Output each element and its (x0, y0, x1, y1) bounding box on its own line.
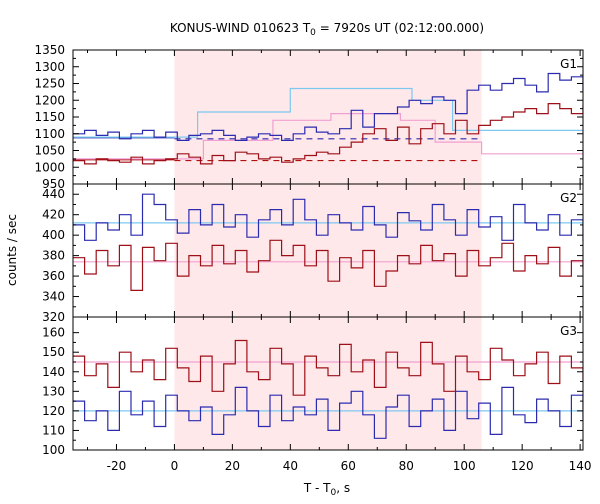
x-axis-label: T - T0, s (303, 481, 350, 498)
y-tick-label: 1250 (34, 77, 65, 91)
y-tick-label: 1050 (34, 144, 65, 158)
y-tick-label: 120 (42, 404, 65, 418)
panel-label: G3 (560, 324, 577, 338)
panel-g2-plot (73, 193, 583, 291)
y-tick-label: 340 (42, 290, 65, 304)
panel-g3-frame (72, 316, 584, 451)
x-tick-label: 60 (341, 459, 356, 473)
x-axis-label-main: T - T (303, 481, 331, 495)
series-red-histogram (73, 103, 583, 165)
labels-layer: G1 G2 G3 (560, 57, 577, 338)
panel-label: G2 (560, 191, 577, 205)
series-red-histogram (73, 239, 583, 291)
x-tick-label: 140 (569, 459, 592, 473)
fit-blue-line (73, 87, 583, 138)
y-tick-label: 160 (42, 326, 65, 340)
x-axis-label-subscript: 0 (331, 488, 337, 498)
panel-label: G1 (560, 57, 577, 71)
y-tick-label: 1000 (34, 160, 65, 174)
x-axis-label-rest: , s (336, 481, 350, 495)
y-tick-label: 1300 (34, 60, 65, 74)
y-axis-label: counts / sec (5, 214, 19, 286)
y-tick-label: 380 (42, 249, 65, 263)
x-tick-label: 20 (225, 459, 240, 473)
fit-red-line (73, 112, 583, 160)
series-layer (73, 72, 583, 439)
x-tick-label: 120 (511, 459, 534, 473)
y-tick-label: 440 (42, 187, 65, 201)
x-tick-label: 100 (453, 459, 476, 473)
ticks-layer: 9501000105011001150120012501300135032034… (34, 43, 591, 473)
x-tick-label: -20 (107, 459, 127, 473)
series-blue-histogram (73, 193, 583, 241)
y-tick-label: 130 (42, 384, 65, 398)
y-tick-label: 100 (42, 443, 65, 457)
y-tick-label: 400 (42, 228, 65, 242)
chart-title-subscript: 0 (310, 28, 316, 38)
y-tick-label: 1150 (34, 110, 65, 124)
y-tick-label: 1200 (34, 93, 65, 107)
y-tick-label: 950 (42, 177, 65, 191)
panel-g3-plot (73, 339, 583, 439)
chart-title: KONUS-WIND 010623 T0 = 7920s UT (02:12:0… (170, 21, 484, 38)
y-tick-label: 1100 (34, 127, 65, 141)
y-tick-label: 140 (42, 365, 65, 379)
x-tick-label: 0 (171, 459, 179, 473)
y-tick-label: 360 (42, 269, 65, 283)
chart-title-main: KONUS-WIND 010623 T (170, 21, 311, 35)
y-tick-label: 1350 (34, 43, 65, 57)
y-tick-label: 150 (42, 345, 65, 359)
series-red-histogram (73, 339, 583, 396)
x-tick-label: 40 (283, 459, 298, 473)
y-tick-label: 110 (42, 423, 65, 437)
chart-title-rest: = 7920s UT (02:12:00.000) (316, 21, 484, 35)
y-tick-label: 320 (42, 310, 65, 324)
x-tick-label: 80 (399, 459, 414, 473)
series-blue-histogram (73, 386, 583, 439)
series-blue-histogram (73, 72, 583, 141)
y-tick-label: 420 (42, 208, 65, 222)
panel-g1-plot (73, 72, 583, 165)
